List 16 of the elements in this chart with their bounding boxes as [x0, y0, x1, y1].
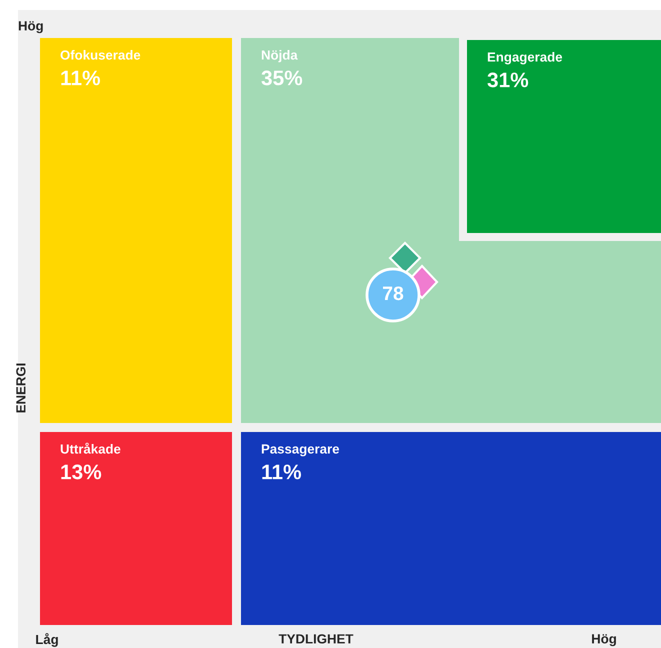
category-label: Uttråkade — [60, 442, 120, 454]
category-label: Nöjda — [262, 50, 298, 62]
category-label: Ofokuserade — [60, 50, 140, 60]
category-label: Passagerare — [262, 444, 340, 456]
category-label: Engagerade — [488, 52, 562, 64]
text: TYDLIGHET — [278, 634, 354, 644]
data-label: 11% — [61, 70, 100, 86]
text: Hög — [592, 634, 616, 646]
data-label: 35% — [261, 70, 302, 86]
text: ENERGI — [16, 364, 26, 412]
data-label: 31% — [487, 72, 528, 88]
text: Låg — [36, 633, 58, 647]
text: 78 — [383, 286, 404, 300]
data-label: 11% — [262, 464, 301, 480]
text: Hög — [18, 21, 43, 34]
data-label: 13% — [61, 464, 102, 480]
